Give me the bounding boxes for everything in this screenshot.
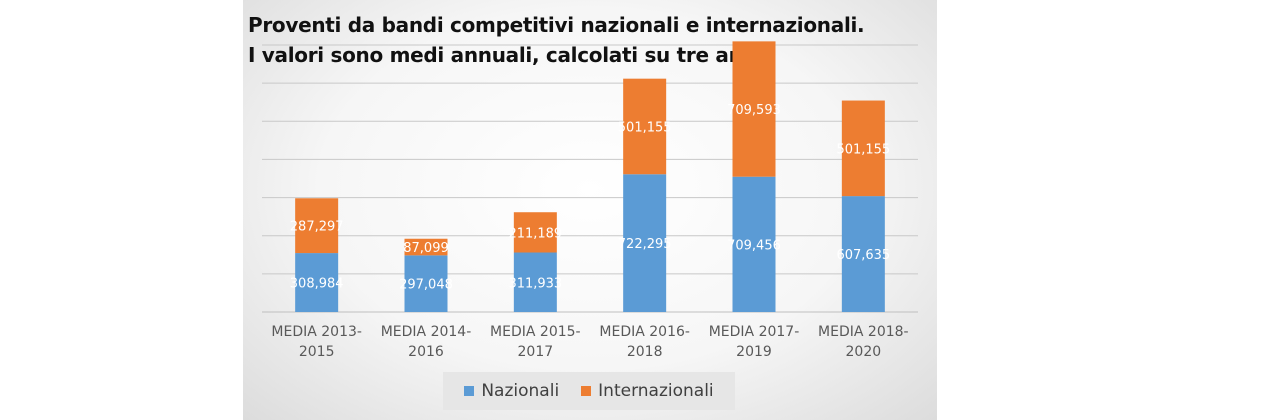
chart-title: Proventi da bandi competitivi nazionali … (248, 10, 928, 70)
data-label-nazionali-5: 607,635 (836, 248, 890, 263)
bar-nazionali-4 (732, 176, 776, 312)
x-tick-label-1: MEDIA 2014-2016 (381, 324, 472, 360)
bar-nazionali-2 (513, 252, 557, 312)
bar-nazionali-3 (623, 174, 667, 312)
data-label-nazionali-2: 311,933 (508, 276, 562, 291)
bar-internazionali-0 (295, 198, 339, 254)
data-label-internazionali-4: 709,593 (727, 103, 781, 118)
data-label-internazionali-2: 211,189 (508, 226, 562, 241)
chart-legend: Nazionali Internazionali (443, 372, 735, 410)
bar-nazionali-1 (404, 255, 448, 312)
chart-title-line-1: Proventi da bandi competitivi nazionali … (248, 13, 865, 37)
x-tick-label-5: MEDIA 2018-2020 (818, 324, 909, 360)
data-label-internazionali-3: 501,155 (618, 120, 672, 135)
x-tick-label-3: MEDIA 2016-2018 (599, 324, 690, 360)
data-label-nazionali-4: 709,456 (727, 238, 781, 253)
legend-item-internazionali: Internazionali (581, 381, 714, 401)
bar-internazionali-2 (513, 212, 557, 253)
data-label-internazionali-1: 87,099 (403, 241, 449, 256)
x-tick-label-2: MEDIA 2015-2017 (490, 324, 581, 360)
legend-label-internazionali: Internazionali (598, 381, 714, 401)
legend-swatch-internazionali (581, 386, 592, 396)
legend-label-nazionali: Nazionali (481, 381, 560, 401)
data-label-nazionali-0: 308,984 (290, 277, 344, 292)
bar-internazionali-1 (404, 238, 448, 256)
legend-item-nazionali: Nazionali (464, 381, 559, 401)
data-label-internazionali-5: 501,155 (836, 142, 890, 157)
chart-title-line-2: I valori sono medi annuali, calcolati su… (248, 43, 764, 67)
data-label-internazionali-0: 287,297 (290, 220, 344, 235)
bar-nazionali-0 (295, 253, 339, 312)
x-tick-label-4: MEDIA 2017-2019 (709, 324, 800, 360)
x-tick-label-0: MEDIA 2013-2015 (271, 324, 362, 360)
chart-panel (243, 0, 937, 420)
data-label-nazionali-3: 722,295 (618, 237, 672, 252)
legend-swatch-nazionali (464, 386, 475, 396)
bar-internazionali-4 (732, 41, 776, 177)
bar-internazionali-5 (841, 100, 885, 197)
bar-nazionali-5 (841, 196, 885, 312)
data-label-nazionali-1: 297,048 (399, 278, 453, 293)
bar-internazionali-3 (623, 78, 667, 175)
